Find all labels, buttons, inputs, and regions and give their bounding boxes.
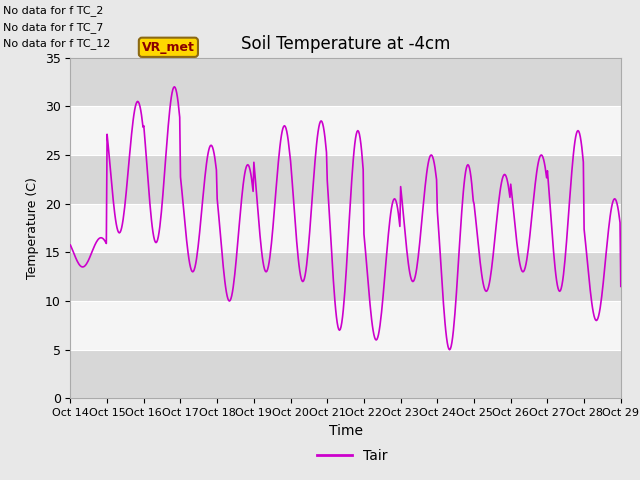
Text: No data for f TC_12: No data for f TC_12 xyxy=(3,38,111,49)
Text: No data for f TC_2: No data for f TC_2 xyxy=(3,5,104,16)
Y-axis label: Temperature (C): Temperature (C) xyxy=(26,177,39,279)
Text: VR_met: VR_met xyxy=(142,41,195,54)
Bar xyxy=(70,301,621,350)
Title: Soil Temperature at -4cm: Soil Temperature at -4cm xyxy=(241,35,451,53)
Bar xyxy=(70,350,621,398)
Bar xyxy=(70,155,621,204)
Bar xyxy=(70,106,621,155)
Bar xyxy=(70,252,621,301)
Bar xyxy=(70,204,621,252)
Legend: Tair: Tair xyxy=(311,443,393,468)
Bar xyxy=(70,58,621,106)
X-axis label: Time: Time xyxy=(328,424,363,438)
Text: No data for f TC_7: No data for f TC_7 xyxy=(3,22,104,33)
